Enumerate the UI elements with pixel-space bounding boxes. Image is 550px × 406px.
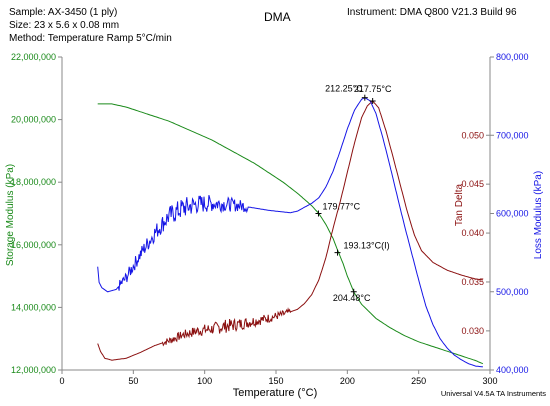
loss-series-line	[97, 97, 483, 368]
axes: 0 50 100 150 200 250 300 12,000,000 14,000,000 16…	[11, 52, 529, 386]
tandelta-tick-label: 0.040	[461, 228, 484, 238]
loss-axis-label: Loss Modulus (kPa)	[533, 171, 544, 259]
x-tick-label: 250	[411, 376, 426, 386]
loss-tick-label: 400,000	[496, 365, 529, 375]
storage-tick-label: 20,000,000	[11, 115, 56, 125]
annotation-label: 217.75°C	[354, 84, 392, 94]
storage-axis-label: Storage Modulus (kPa)	[5, 164, 16, 266]
sample-label: Sample: AX-3450 (1 ply)	[9, 7, 118, 18]
storage-tick-label: 16,000,000	[11, 240, 56, 250]
series-lines	[97, 97, 484, 368]
storage-tick-label: 22,000,000	[11, 52, 56, 62]
storage-series-line	[97, 103, 484, 365]
storage-tick-label: 12,000,000	[11, 365, 56, 375]
x-tick-label: 300	[482, 376, 497, 386]
tandelta-tick-label: 0.035	[461, 277, 484, 287]
storage-tick-label: 14,000,000	[11, 302, 56, 312]
x-tick-label: 150	[268, 376, 283, 386]
x-tick-label: 100	[197, 376, 212, 386]
method-label: Method: Temperature Ramp 5°C/min	[9, 33, 172, 44]
instrument-label: Instrument: DMA Q800 V21.3 Build 96	[347, 7, 517, 18]
tandelta-tick-label: 0.030	[461, 326, 484, 336]
x-axis-label: Temperature (°C)	[233, 387, 317, 399]
chart-title: DMA	[264, 10, 291, 24]
annotation-label: 179.77°C	[322, 202, 360, 212]
tandelta-tick-label: 0.045	[461, 179, 484, 189]
x-tick-label: 0	[59, 376, 64, 386]
tandelta-axis-label: Tan Delta	[454, 183, 465, 226]
annotation-label: 204.48°C	[333, 293, 371, 303]
annotation-label: 212.25°C	[325, 84, 363, 94]
storage-tick-label: 18,000,000	[11, 177, 56, 187]
loss-tick-label: 800,000	[496, 52, 529, 62]
loss-tick-label: 600,000	[496, 209, 529, 219]
tandelta-series-line	[97, 100, 483, 361]
software-footer: Universal V4.5A TA Instruments	[441, 389, 546, 398]
x-tick-label: 50	[128, 376, 138, 386]
loss-tick-label: 500,000	[496, 287, 529, 297]
x-tick-label: 200	[340, 376, 355, 386]
annotation-label: 193.13°C(I)	[344, 241, 390, 251]
annotations: 179.77°C 193.13°C(I) 204.48°C 212.25°C217.7…	[315, 84, 392, 303]
tandelta-tick-label: 0.050	[461, 130, 484, 140]
loss-tick-label: 700,000	[496, 130, 529, 140]
size-label: Size: 23 x 5.6 x 0.08 mm	[9, 20, 120, 31]
